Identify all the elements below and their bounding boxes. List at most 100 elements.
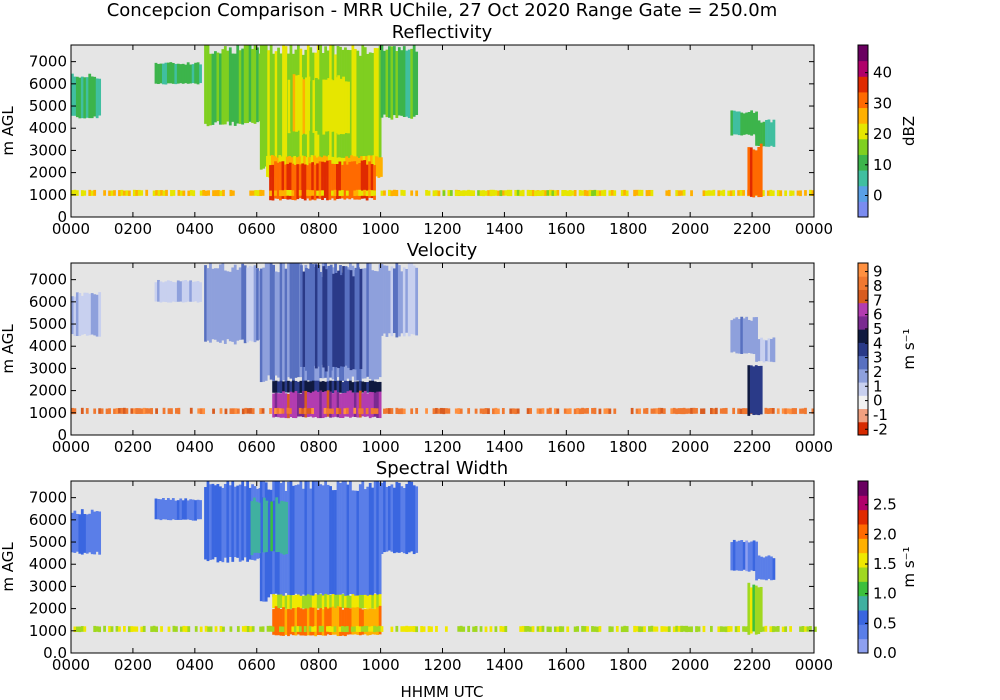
heatmap-column (680, 625, 684, 632)
heatmap-column (709, 190, 713, 196)
heatmap-column (209, 263, 212, 343)
heatmap-column (336, 594, 340, 610)
heatmap-column (186, 281, 190, 302)
heatmap-column (732, 190, 736, 196)
heatmap-column (299, 380, 303, 393)
heatmap-column (218, 486, 222, 561)
heatmap-column (767, 555, 771, 579)
heatmap-column (712, 408, 716, 415)
heatmap-column (737, 111, 741, 136)
heatmap-column (752, 584, 756, 632)
heatmap-column (274, 161, 277, 199)
heatmap-column (519, 190, 523, 197)
heatmap-column (529, 408, 532, 414)
heatmap-column (620, 190, 624, 196)
heatmap-column (85, 292, 89, 336)
heatmap-column (462, 190, 466, 197)
heatmap-column (236, 626, 240, 632)
heatmap-column (140, 190, 144, 196)
heatmap-column (256, 47, 259, 123)
heatmap-column (243, 45, 247, 124)
heatmap-column (378, 482, 382, 598)
heatmap-column (346, 484, 350, 601)
heatmap-column (356, 490, 360, 597)
heatmap-column (154, 498, 158, 520)
colorbar-segment (858, 342, 868, 357)
heatmap-column (561, 626, 565, 632)
heatmap-column (177, 407, 181, 415)
heatmap-column (316, 609, 320, 635)
heatmap-cell (272, 390, 382, 419)
heatmap-column (378, 625, 381, 632)
colorbar-tick-label: 9 (873, 263, 883, 281)
heatmap-column (806, 626, 810, 632)
heatmap-column (299, 595, 303, 609)
heatmap-column (140, 626, 144, 633)
heatmap-column (383, 481, 386, 553)
heatmap-column (85, 408, 89, 414)
heatmap-column (750, 320, 754, 354)
heatmap-column (492, 408, 495, 415)
heatmap-column (740, 540, 744, 571)
heatmap-column (385, 49, 389, 118)
heatmap-column (267, 502, 271, 554)
heatmap-column (152, 625, 156, 632)
heatmap-column (761, 190, 765, 197)
heatmap-column (305, 77, 308, 135)
heatmap-column (80, 190, 84, 197)
heatmap-column (353, 595, 357, 609)
heatmap-column (108, 190, 111, 196)
heatmap-column (333, 164, 337, 201)
y-tick-label: 4000 (29, 337, 67, 355)
heatmap-column (690, 626, 693, 633)
heatmap-column (690, 407, 693, 414)
heatmap-column (534, 190, 537, 197)
y-axis-label: m AGL (0, 542, 17, 592)
heatmap-column (598, 626, 602, 632)
heatmap-column (279, 263, 283, 384)
heatmap-column (415, 51, 419, 115)
x-tick-label: 0000 (52, 656, 90, 674)
heatmap-column (342, 266, 345, 367)
heatmap-column (127, 190, 131, 196)
heatmap-column (324, 607, 328, 636)
colorbar-segment (858, 509, 868, 525)
heatmap-column (340, 625, 344, 632)
heatmap-column (729, 190, 733, 197)
x-tick-label: 1600 (547, 220, 585, 238)
heatmap-column (306, 381, 310, 393)
heatmap-column (238, 50, 242, 124)
heatmap-column (259, 626, 263, 632)
heatmap-column (702, 190, 706, 197)
heatmap-column (130, 408, 134, 414)
heatmap-column (578, 408, 582, 415)
heatmap-column (196, 499, 200, 520)
heatmap-cell (747, 582, 763, 635)
heatmap-column (650, 625, 654, 632)
heatmap-column (388, 46, 391, 118)
heatmap-column (279, 53, 283, 168)
heatmap-column (388, 408, 391, 414)
heatmap-column (85, 514, 89, 554)
y-tick-label: 1000 (29, 404, 67, 422)
heatmap-column (259, 408, 263, 415)
y-tick-label: 3000 (29, 359, 67, 377)
heatmap-cell (71, 509, 102, 555)
heatmap-column (724, 407, 728, 414)
heatmap-column (324, 381, 328, 393)
heatmap-column (667, 189, 671, 197)
x-tick-label: 0600 (238, 438, 276, 456)
heatmap-column (467, 408, 471, 414)
heatmap-column (737, 319, 741, 354)
heatmap-column (309, 381, 313, 394)
heatmap-column (223, 46, 227, 125)
heatmap-column (294, 608, 298, 636)
heatmap-column (334, 594, 337, 609)
heatmap-column (326, 381, 330, 394)
heatmap-column (292, 608, 295, 636)
heatmap-column (189, 280, 193, 302)
heatmap-column (73, 510, 77, 553)
heatmap-column (221, 263, 225, 341)
y-tick-label: 0.0 (43, 644, 67, 662)
heatmap-column (297, 393, 300, 417)
